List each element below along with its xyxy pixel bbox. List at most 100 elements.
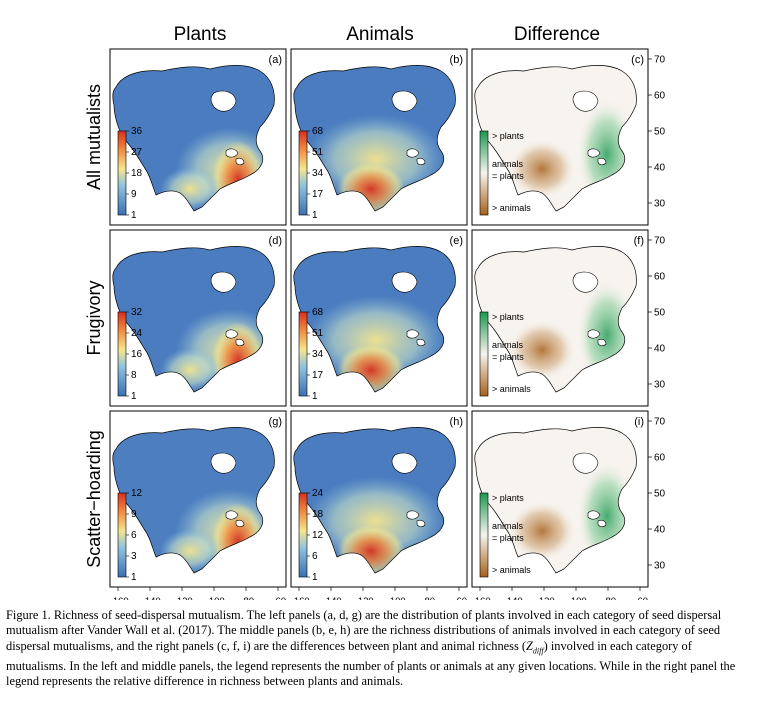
legend-label: animals (492, 340, 524, 350)
lat-tick-label: 70 (654, 55, 666, 66)
legend-label: = plants (492, 533, 524, 543)
lat-tick-label: 60 (654, 453, 666, 464)
map-panel-i: (i) > plants animals = plants > animals 70 60 5… (471, 410, 666, 588)
panel-letter: (h) (450, 416, 463, 428)
legend-tick-label: 17 (312, 370, 324, 381)
legend-tick-label: 16 (131, 349, 143, 360)
lon-tick-label: −160 (469, 596, 490, 600)
legend-tick-label: 34 (312, 349, 324, 360)
legend-label: animals (492, 521, 524, 531)
legend-tick-label: 17 (312, 189, 324, 200)
lat-tick-label: 30 (654, 199, 666, 210)
lon-tick-label: −120 (171, 596, 192, 600)
legend-tick-label: 9 (131, 509, 137, 520)
map-panel-f: (f) > plants animals = plants > animals 70 60 5… (471, 229, 666, 407)
panel-letter: (c) (631, 54, 644, 66)
row-title-scatter-hoarding: Scatter−hoarding (84, 430, 104, 568)
legend-tick-label: 3 (131, 551, 137, 562)
panel-legend: > plants animals = plants > animals (479, 130, 531, 216)
lon-tick-label: −160 (288, 596, 309, 600)
legend-label: = plants (492, 352, 524, 362)
lat-tick-label: 30 (654, 561, 666, 572)
legend-tick-label: 6 (131, 530, 137, 541)
latitude-axis: 70 60 50 40 30 (648, 236, 666, 391)
legend-tick-label: 1 (312, 572, 318, 583)
lat-tick-label: 50 (654, 489, 666, 500)
lat-tick-label: 60 (654, 272, 666, 283)
legend-tick-label: 32 (131, 307, 143, 318)
panel-letter: (a) (269, 54, 282, 66)
latitude-axis: 70 60 50 40 30 (648, 55, 666, 210)
legend-tick-label: 1 (131, 572, 137, 583)
longitude-axis: −160−140−120−100−80−60−160−140−120−100−8… (107, 587, 648, 600)
panel-letter: (d) (269, 235, 282, 247)
legend-tick-label: 68 (312, 307, 324, 318)
lon-tick-label: −80 (238, 596, 254, 600)
map-panel-d: (d) 32 24 16 8 1 (109, 229, 287, 407)
lon-tick-label: −120 (352, 596, 373, 600)
legend-label: > plants (492, 131, 524, 141)
map-panel-h: (h) 24 18 12 6 1 (290, 410, 468, 588)
legend-tick-label: 1 (131, 210, 137, 221)
col-title-animals: Animals (346, 24, 414, 45)
legend-label: > animals (492, 384, 531, 394)
lon-tick-label: −140 (320, 596, 341, 600)
panel-legend: 24 18 12 6 1 (298, 488, 324, 583)
legend-label: > plants (492, 493, 524, 503)
legend-tick-label: 24 (312, 488, 324, 499)
north-america-map (474, 246, 637, 393)
panel-legend: 68 51 34 17 1 (298, 307, 324, 402)
lat-tick-label: 50 (654, 127, 666, 138)
lat-tick-label: 60 (654, 91, 666, 102)
legend-tick-label: 36 (131, 126, 143, 137)
map-panel-g: (g) 12 9 6 3 1 (109, 410, 287, 588)
col-title-difference: Difference (514, 24, 600, 45)
lon-tick-label: −60 (451, 596, 467, 600)
lat-tick-label: 40 (654, 344, 666, 355)
figure-caption: Figure 1. Richness of seed-dispersal mut… (6, 608, 754, 690)
legend-tick-label: 1 (131, 391, 137, 402)
lat-tick-label: 40 (654, 163, 666, 174)
lon-tick-label: −100 (384, 596, 405, 600)
row-title-frugivory: Frugivory (84, 280, 104, 355)
map-panel-a: (a) 36 27 18 9 1 (109, 48, 287, 226)
lon-tick-label: −140 (139, 596, 160, 600)
lat-tick-label: 50 (654, 308, 666, 319)
lon-tick-label: −160 (107, 596, 128, 600)
lon-tick-label: −100 (565, 596, 586, 600)
legend-tick-label: 8 (131, 370, 137, 381)
lon-tick-label: −60 (632, 596, 648, 600)
legend-tick-label: 34 (312, 168, 324, 179)
legend-tick-label: 24 (131, 328, 143, 339)
legend-tick-label: 6 (312, 551, 318, 562)
map-panel-b: (b) 68 51 34 17 1 (290, 48, 468, 226)
lon-tick-label: −100 (203, 596, 224, 600)
caption-zdiff-symbol: Zdiff (526, 638, 544, 656)
legend-tick-label: 9 (131, 189, 137, 200)
panel-legend: > plants animals = plants > animals (479, 311, 531, 397)
panel-legend: 36 27 18 9 1 (117, 126, 143, 221)
panel-legend: 68 51 34 17 1 (298, 126, 324, 221)
panel-letter: (g) (269, 416, 282, 428)
figure-1: Plants Animals Difference All mutualists… (84, 24, 666, 600)
legend-label: = plants (492, 171, 524, 181)
lon-tick-label: −120 (533, 596, 554, 600)
legend-tick-label: 51 (312, 147, 324, 158)
legend-label: > animals (492, 565, 531, 575)
legend-tick-label: 12 (312, 530, 324, 541)
lon-tick-label: −80 (600, 596, 616, 600)
map-panel-e: (e) 68 51 34 17 1 (290, 229, 468, 407)
legend-tick-label: 27 (131, 147, 143, 158)
legend-label: > plants (492, 312, 524, 322)
legend-tick-label: 18 (312, 509, 324, 520)
lon-tick-label: −140 (501, 596, 522, 600)
lat-tick-label: 70 (654, 236, 666, 247)
lat-tick-label: 40 (654, 525, 666, 536)
row-title-all-mutualists: All mutualists (84, 84, 104, 190)
panel-legend: 32 24 16 8 1 (117, 307, 143, 402)
legend-label: > animals (492, 203, 531, 213)
panel-letter: (e) (450, 235, 463, 247)
panel-letter: (f) (634, 235, 644, 247)
legend-tick-label: 51 (312, 328, 324, 339)
col-title-plants: Plants (174, 24, 227, 45)
